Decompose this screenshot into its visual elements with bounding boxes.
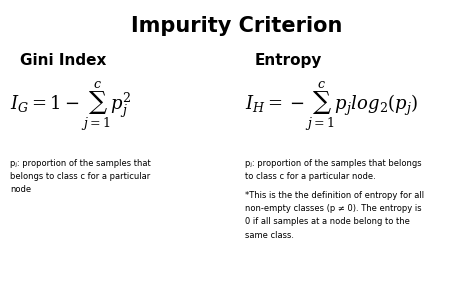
Text: Gini Index: Gini Index [20,53,106,68]
Text: pⱼ: proportion of the samples that
belongs to class c for a particular
node: pⱼ: proportion of the samples that belon… [10,159,151,194]
Text: pⱼ: proportion of the samples that belongs
to class c for a particular node.: pⱼ: proportion of the samples that belon… [245,159,422,181]
Text: Impurity Criterion: Impurity Criterion [131,16,343,36]
Text: *This is the the definition of entropy for all
non-empty classes (p ≠ 0). The en: *This is the the definition of entropy f… [245,191,424,240]
Text: $I_H = -\sum_{j=1}^{c} p_j log_2(p_j)$: $I_H = -\sum_{j=1}^{c} p_j log_2(p_j)$ [245,79,418,133]
Text: $I_G = 1 - \sum_{j=1}^{c} p_j^2$: $I_G = 1 - \sum_{j=1}^{c} p_j^2$ [10,79,132,133]
Text: Entropy: Entropy [255,53,322,68]
